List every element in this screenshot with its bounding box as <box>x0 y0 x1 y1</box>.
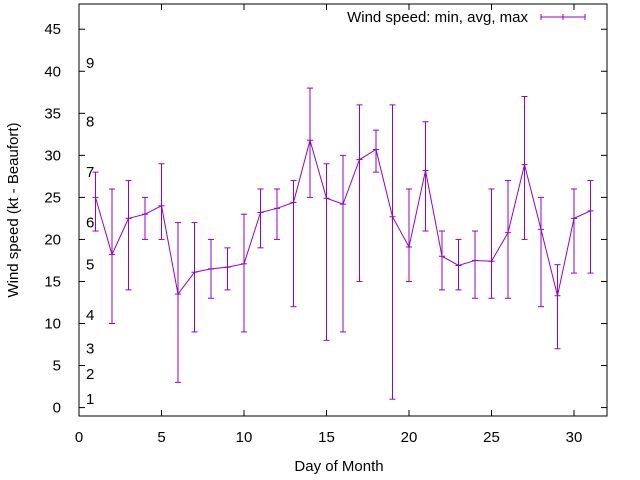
plot-frame <box>78 3 608 417</box>
legend-label: Wind speed: min, avg, max <box>347 9 528 26</box>
y-axis-label: Wind speed (kt - Beaufort) <box>5 122 22 297</box>
x-tick-label: 10 <box>236 429 253 446</box>
x-tick-label: 5 <box>157 429 165 446</box>
beaufort-scale: 1 2 3 4 5 6 7 8 9 <box>86 55 94 408</box>
beaufort-label: 4 <box>86 307 94 324</box>
y-tick-label: 30 <box>44 147 61 164</box>
y-tick-label: 15 <box>44 273 61 290</box>
beaufort-label: 1 <box>86 391 94 408</box>
beaufort-label: 7 <box>86 164 94 181</box>
beaufort-label: 8 <box>86 114 94 131</box>
x-tick-label: 20 <box>401 429 418 446</box>
x-tick-label: 25 <box>483 429 500 446</box>
y-tick-label: 35 <box>44 105 61 122</box>
beaufort-label: 3 <box>86 341 94 358</box>
y-tick-label: 45 <box>44 21 61 38</box>
legend: Wind speed: min, avg, max <box>347 9 586 26</box>
x-tick-label: 30 <box>566 429 583 446</box>
x-tick-label: 15 <box>318 429 335 446</box>
beaufort-label: 2 <box>86 366 94 383</box>
beaufort-label: 9 <box>86 55 94 72</box>
y-tick-label: 5 <box>53 358 61 375</box>
legend-sample <box>540 14 586 20</box>
y-tick-label: 0 <box>53 400 61 417</box>
data-series <box>92 87 594 400</box>
y-tick-label: 25 <box>44 189 61 206</box>
beaufort-label: 5 <box>86 257 94 274</box>
x-tick-label: 0 <box>75 429 83 446</box>
y-tick-label: 10 <box>44 316 61 333</box>
beaufort-label: 6 <box>86 215 94 232</box>
x-axis-label: Day of Month <box>294 458 383 475</box>
y-tick-label: 40 <box>44 63 61 80</box>
y-tick-label: 20 <box>44 231 61 248</box>
